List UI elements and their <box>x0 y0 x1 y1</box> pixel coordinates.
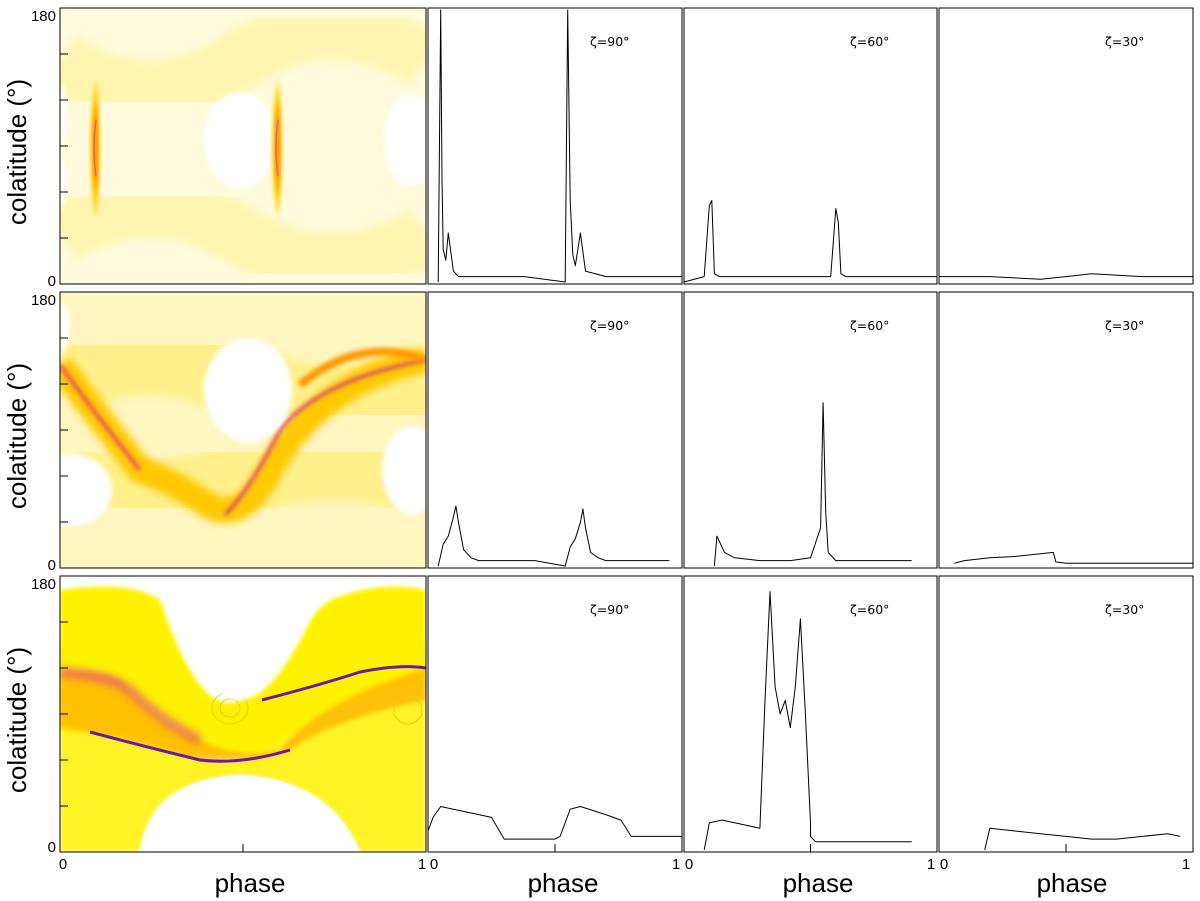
ytick-bottom-row-3: 0 <box>48 839 56 856</box>
xtick-1-col-4: 1 <box>1182 856 1190 873</box>
panel-frame-r3-c3 <box>683 575 938 853</box>
y-tick-labels: 180 0 180 0 180 0 <box>31 8 56 856</box>
light-curve-r2-c4 <box>954 551 1193 564</box>
light-curve-r1-c4 <box>939 273 1193 280</box>
light-curve-r3-c2 <box>427 806 682 840</box>
xtick-0-col-2: 0 <box>430 856 438 873</box>
zeta-label-r3-c3: ζ=60° <box>850 602 889 617</box>
sky-map-row-2 <box>60 292 426 568</box>
xtick-0-col-1: 0 <box>59 856 67 873</box>
panel-frame-r1-c4 <box>938 7 1194 285</box>
zeta-label-r1-c3: ζ=60° <box>850 34 889 49</box>
y-axis-label-row-1: colatitude (°) <box>2 79 32 225</box>
panel-frame-r1-c2 <box>427 7 683 285</box>
zeta-label-r2-c4: ζ=30° <box>1105 318 1144 333</box>
x-axis-label-col-1: phase <box>215 868 286 898</box>
sky-map-row-3 <box>60 576 426 852</box>
panel-frame-r3-c4 <box>938 575 1194 853</box>
xtick-1-col-2: 1 <box>672 856 680 873</box>
x-axis-label-col-4: phase <box>1037 868 1108 898</box>
xtick-0-col-4: 0 <box>940 856 948 873</box>
ytick-top-row-2: 180 <box>31 292 56 309</box>
sky-map-row-1 <box>60 8 426 284</box>
xtick-0-col-3: 0 <box>685 856 693 873</box>
xtick-1-col-3: 1 <box>927 856 935 873</box>
x-axis-label-col-3: phase <box>783 868 854 898</box>
y-axis-label-row-3: colatitude (°) <box>2 647 32 793</box>
zeta-label-r2-c2: ζ=90° <box>590 318 629 333</box>
y-axis-label-row-2: colatitude (°) <box>2 363 32 509</box>
y-axis-labels: colatitude (°) colatitude (°) colatitude… <box>2 79 32 793</box>
x-axis-labels: phase phase phase phase <box>215 868 1108 898</box>
axis-ticks <box>59 7 1067 853</box>
light-curve-r1-c3 <box>683 199 937 283</box>
x-tick-labels: 0 1 0 1 0 1 0 1 <box>59 856 1190 873</box>
xtick-1-col-1: 1 <box>418 856 426 873</box>
light-curve-r2-c2 <box>437 505 670 567</box>
zeta-label-r1-c4: ζ=30° <box>1105 34 1144 49</box>
ytick-bottom-row-2: 0 <box>48 557 56 574</box>
panel-frame-r1-c3 <box>683 7 938 285</box>
panel-frame-r2-c3 <box>683 291 938 569</box>
light-curve-r3-c4 <box>984 827 1181 851</box>
panel-frame-r2-c2 <box>427 291 683 569</box>
ytick-bottom-row-1: 0 <box>48 273 56 290</box>
ytick-top-row-3: 180 <box>31 576 56 593</box>
panel-frame-r2-c4 <box>938 291 1194 569</box>
zeta-label-r2-c3: ζ=60° <box>850 318 889 333</box>
light-curves <box>427 9 1193 851</box>
x-axis-label-col-2: phase <box>528 868 599 898</box>
light-curve-r2-c3 <box>713 402 912 567</box>
zeta-labels: ζ=90° ζ=60° ζ=30° ζ=90° ζ=60° ζ=30° ζ=90… <box>590 34 1144 617</box>
zeta-label-r1-c2: ζ=90° <box>590 34 629 49</box>
panel-frame-r3-c2 <box>427 575 683 853</box>
light-curve-r3-c3 <box>703 591 912 851</box>
light-curve-r1-c2 <box>437 9 682 283</box>
zeta-label-r3-c4: ζ=30° <box>1105 602 1144 617</box>
ytick-top-row-1: 180 <box>31 8 56 25</box>
zeta-label-r3-c2: ζ=90° <box>590 602 629 617</box>
